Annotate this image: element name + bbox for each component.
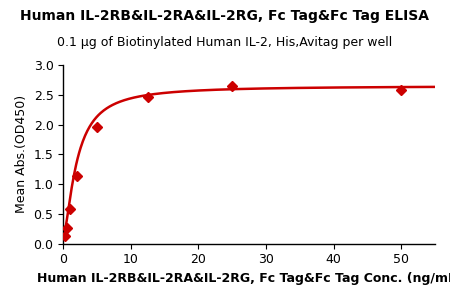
Text: Human IL-2RB&IL-2RA&IL-2RG, Fc Tag&Fc Tag ELISA: Human IL-2RB&IL-2RA&IL-2RG, Fc Tag&Fc Ta… bbox=[21, 9, 429, 23]
X-axis label: Human IL-2RB&IL-2RA&IL-2RG, Fc Tag&Fc Tag Conc. (ng/mL): Human IL-2RB&IL-2RA&IL-2RG, Fc Tag&Fc Ta… bbox=[37, 272, 450, 285]
Y-axis label: Mean Abs.(OD450): Mean Abs.(OD450) bbox=[15, 95, 28, 213]
Text: 0.1 µg of Biotinylated Human IL-2, His,Avitag per well: 0.1 µg of Biotinylated Human IL-2, His,A… bbox=[58, 36, 392, 49]
